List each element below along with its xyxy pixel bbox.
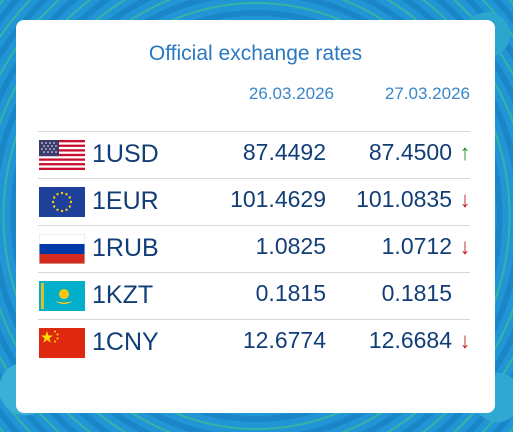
rate-row-kzt: 1KZT 0.1815 0.1815 [38,272,470,320]
rate-current: 1.0712 [381,233,452,259]
widget-title: Official exchange rates [148,42,363,65]
rate-current: 87.4500 [368,139,452,165]
currency-code: 1CNY [92,328,159,356]
rate-previous: 0.1815 [255,280,326,306]
rate-row-eur: 1EUR 101.4629 101.0835 ↓ [38,178,471,226]
rate-row-rub: 1RUB 1.0825 1.0712 ↓ [38,225,471,273]
currency-code: 1EUR [92,187,159,215]
date-header-current: 27.03.2026 [384,84,470,103]
ru-flag-icon [39,234,85,264]
rate-previous: 101.4629 [230,186,326,212]
currency-code: 1RUB [92,234,159,262]
trend-down-icon: ↓ [459,234,471,259]
trend-up-icon: ↑ [459,140,471,165]
currency-code: 1KZT [92,281,154,309]
rate-current: 101.0835 [356,186,452,212]
rate-previous: 87.4492 [242,139,326,165]
cn-flag-icon [39,328,85,358]
trend-down-icon: ↓ [459,328,471,353]
exchange-rates-card: Official exchange rates 26.03.2026 27.03… [16,20,495,413]
date-header-previous: 26.03.2026 [248,84,334,103]
eu-flag-icon [39,187,85,217]
rate-row-cny: 1CNY 12.6774 12.6684 ↓ [38,319,471,367]
rate-previous: 1.0825 [255,233,326,259]
rate-previous: 12.6774 [242,327,326,353]
currency-code: 1USD [92,140,159,168]
rate-current: 0.1815 [381,280,452,306]
kz-flag-icon [39,281,85,311]
trend-down-icon: ↓ [459,187,471,212]
rate-current: 12.6684 [368,327,452,353]
us-flag-icon [39,140,85,170]
rate-row-usd: 1USD 87.4492 87.4500 ↑ [38,131,471,179]
